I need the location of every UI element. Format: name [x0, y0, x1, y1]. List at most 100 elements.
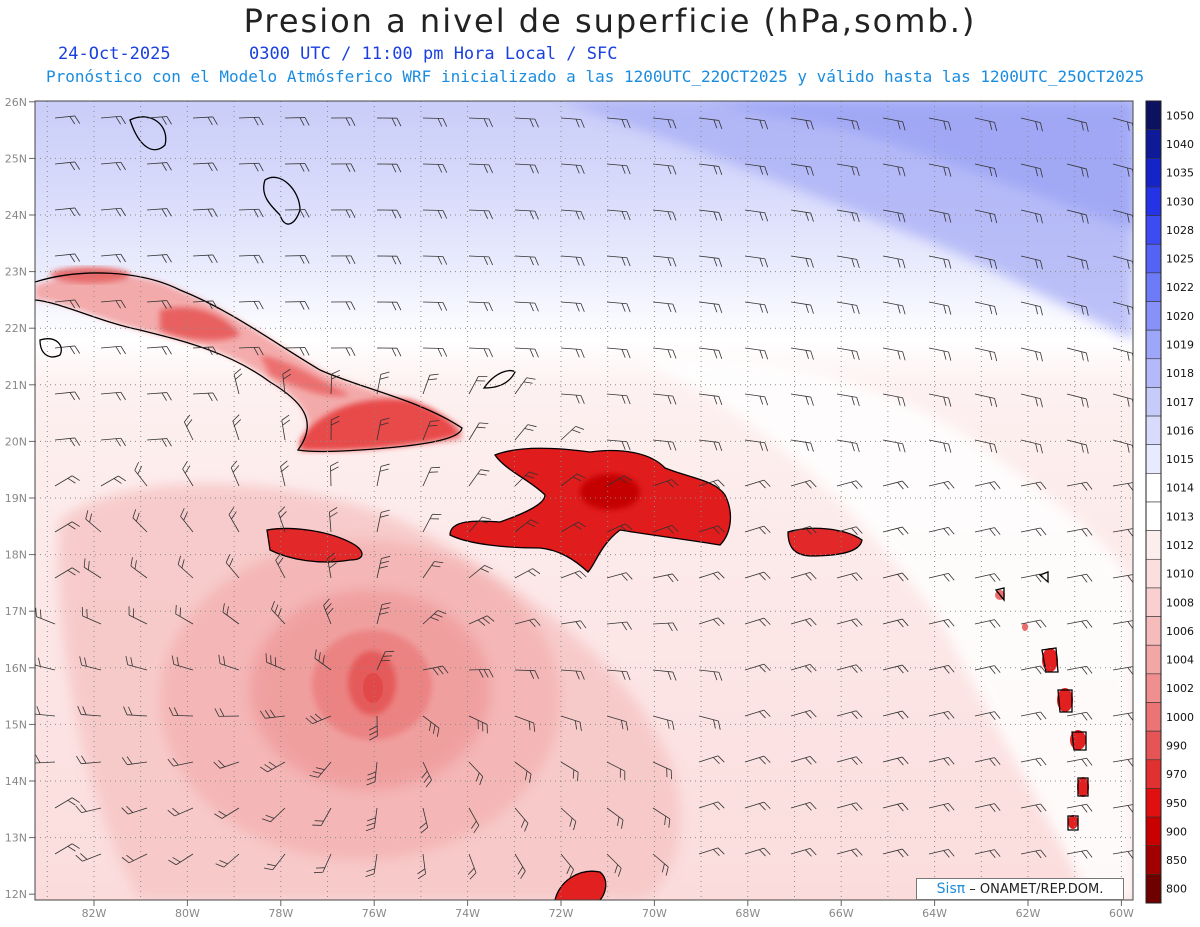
wind-barb — [606, 669, 631, 681]
wind-barb — [365, 853, 378, 877]
lon-label: 64W — [922, 907, 947, 920]
colorbar-label: 1015 — [1166, 453, 1194, 466]
wind-barb — [514, 117, 539, 128]
wind-barb — [560, 521, 587, 533]
wind-barb — [882, 301, 906, 315]
wind-barb — [225, 554, 240, 579]
wind-barb — [238, 254, 264, 264]
wind-barb — [514, 715, 536, 732]
colorbar-swatch — [1145, 673, 1162, 703]
wind-barb — [376, 417, 390, 441]
wind-barb — [1066, 255, 1089, 270]
wind-barb — [1066, 849, 1093, 859]
wind-barb — [192, 254, 218, 264]
wind-barb — [422, 163, 448, 173]
wind-barb — [100, 253, 126, 263]
colorbar-label: 1035 — [1166, 167, 1194, 180]
wind-barb — [1066, 393, 1089, 408]
wind-barb — [422, 301, 448, 311]
wind-barb — [836, 255, 860, 269]
wind-barb — [836, 526, 863, 535]
wind-barb — [790, 209, 814, 222]
wind-barb — [192, 116, 218, 126]
wind-barb — [928, 393, 952, 407]
wind-barb — [180, 508, 194, 533]
wind-barb — [652, 715, 675, 731]
wind-barb — [652, 573, 679, 583]
wind-barb — [652, 117, 677, 129]
wind-barb — [305, 713, 332, 724]
wind-barb — [744, 617, 771, 627]
wind-barb — [100, 115, 126, 125]
wind-barb — [606, 572, 633, 581]
wind-barb — [313, 853, 332, 874]
lon-label: 62W — [1016, 907, 1041, 920]
colorbar-label: 800 — [1166, 883, 1187, 896]
wind-barb — [192, 346, 218, 356]
wind-barb — [284, 301, 310, 310]
wind-barb — [836, 117, 860, 131]
wind-barb — [560, 853, 574, 878]
wind-barb — [882, 848, 909, 858]
wind-barb — [1066, 301, 1089, 316]
wind-barb — [468, 301, 494, 312]
colorbar-label: 900 — [1166, 825, 1187, 838]
wind-barb — [698, 801, 725, 811]
wind-barb — [130, 557, 148, 579]
wind-barb — [698, 163, 723, 175]
colorbar-swatch — [1145, 644, 1162, 675]
wind-barb — [514, 209, 539, 220]
pressure-field — [35, 101, 1133, 900]
lon-label: 68W — [735, 907, 760, 920]
wind-barb — [468, 347, 494, 358]
colorbar-swatch — [1145, 616, 1162, 646]
wind-barb — [698, 847, 725, 857]
wind-barb — [928, 710, 955, 720]
wind-barb — [376, 255, 402, 265]
wind-barb — [790, 255, 814, 268]
colorbar-swatch — [1145, 558, 1162, 589]
wind-barb — [121, 756, 148, 766]
wind-barb — [974, 301, 998, 316]
colorbar-label: 1030 — [1166, 195, 1194, 208]
wind-barb — [1066, 481, 1093, 491]
wind-barb — [836, 756, 863, 765]
colorbar-label: 1040 — [1166, 138, 1194, 151]
wind-barb — [790, 439, 814, 452]
wind-barb — [698, 255, 723, 267]
wind-barb — [100, 345, 126, 355]
wind-barb — [468, 516, 491, 533]
wind-barb — [836, 802, 863, 811]
wind-barb — [146, 254, 172, 263]
wind-barb — [132, 509, 148, 533]
wind-barb — [1112, 666, 1133, 675]
wind-barb — [312, 807, 332, 826]
wind-barb — [175, 604, 194, 625]
wind-barb — [836, 163, 860, 177]
wind-barb — [177, 555, 194, 579]
wind-barb — [928, 163, 952, 177]
wind-barb — [744, 755, 771, 765]
lat-label: 17N — [5, 605, 27, 618]
wind-barb — [146, 116, 172, 125]
wind-barb — [560, 669, 585, 680]
wind-barb — [652, 761, 672, 780]
wind-barb — [1066, 757, 1093, 767]
wind-barb — [652, 479, 679, 488]
colorbar: 1050 1040 1035 1030 1028 1025 1022 1020 1019 1018… — [1145, 100, 1194, 904]
lat-label: 14N — [5, 775, 27, 788]
wind-barb — [83, 558, 102, 579]
wind-barb — [1066, 347, 1089, 362]
wind-barb — [376, 163, 402, 173]
wind-barb — [514, 347, 539, 358]
lat-label: 20N — [5, 435, 27, 448]
wind-barb — [652, 209, 677, 221]
wind-barb — [836, 710, 863, 719]
wind-barb — [261, 807, 286, 823]
wind-barb — [146, 162, 172, 171]
wind-barb — [54, 161, 81, 171]
wind-barb — [100, 299, 126, 309]
wind-barb — [790, 117, 814, 130]
wind-barb — [183, 414, 194, 441]
wind-barb — [121, 853, 148, 864]
